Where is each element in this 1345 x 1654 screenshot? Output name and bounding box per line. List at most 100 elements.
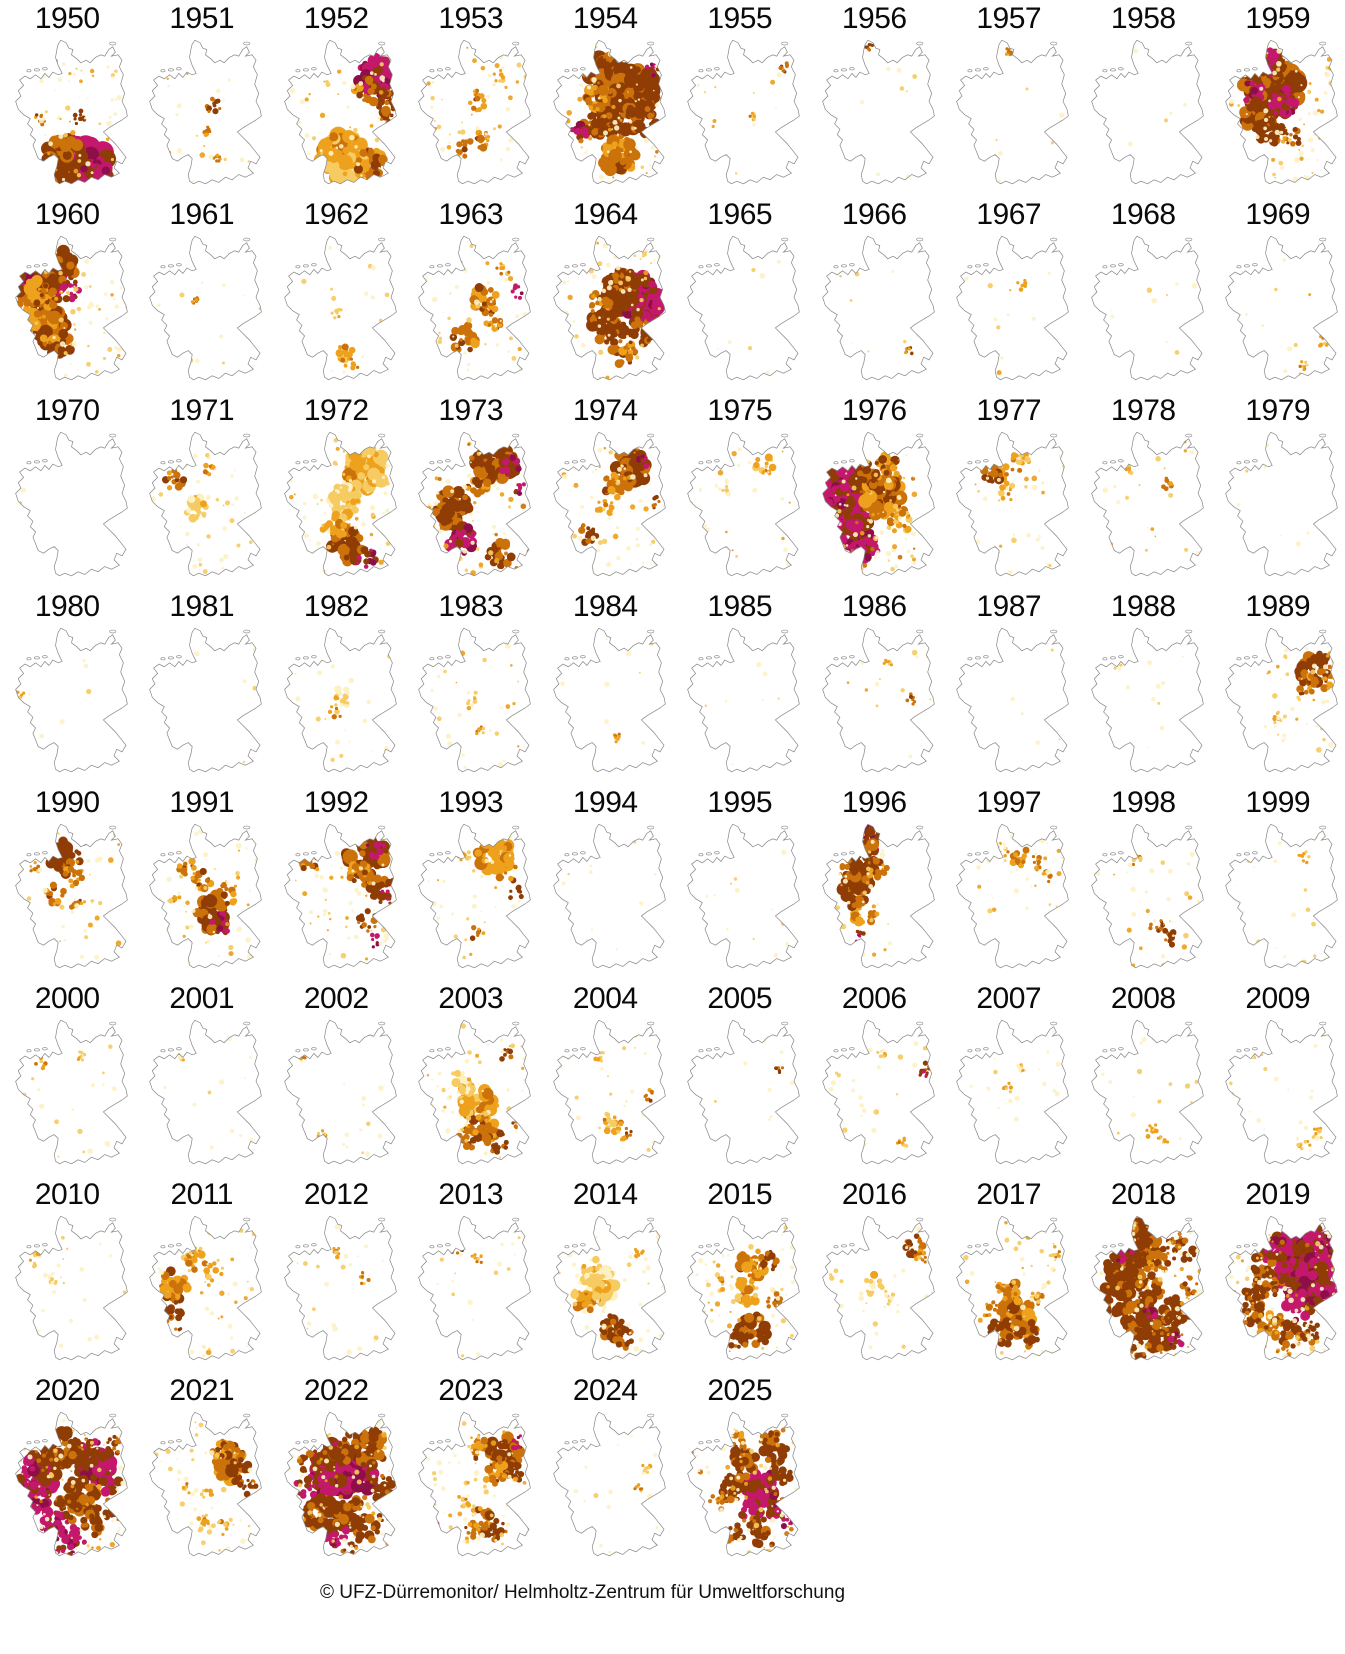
year-label: 1961 <box>169 198 235 231</box>
year-label: 1989 <box>1245 590 1311 623</box>
map-panel <box>1 1211 134 1373</box>
germany-outline <box>418 39 532 185</box>
year-label: 1966 <box>841 198 907 231</box>
map-panel <box>539 427 672 589</box>
map-panel <box>135 231 268 393</box>
germany-drought-map <box>956 39 1070 185</box>
year-map-cell: 1985 <box>673 592 808 788</box>
map-panel <box>1211 1211 1344 1373</box>
map-panel <box>1211 1015 1344 1177</box>
map-panel <box>1077 623 1210 785</box>
germany-outline <box>149 1019 263 1165</box>
map-panel <box>539 1015 672 1177</box>
year-map-cell: 1970 <box>0 396 135 592</box>
germany-drought-map <box>418 627 532 773</box>
germany-outline <box>418 1215 532 1361</box>
map-panel <box>135 35 268 197</box>
year-map-cell: 1976 <box>807 396 942 592</box>
year-map-cell: 1959 <box>1211 4 1345 200</box>
germany-outline <box>283 39 397 185</box>
germany-outline <box>1090 823 1204 969</box>
year-map-cell: 2007 <box>942 984 1077 1180</box>
year-label: 1950 <box>34 2 100 35</box>
year-label: 1962 <box>303 198 369 231</box>
year-map-cell: 1954 <box>538 4 673 200</box>
germany-outline <box>149 823 263 969</box>
year-label: 1997 <box>976 786 1042 819</box>
map-panel <box>673 819 806 981</box>
map-panel <box>673 427 806 589</box>
year-label: 2022 <box>303 1374 369 1407</box>
map-panel <box>673 623 806 785</box>
germany-outline <box>821 823 935 969</box>
map-panel <box>270 1407 403 1569</box>
germany-outline <box>283 1215 397 1361</box>
year-label: 1999 <box>1245 786 1311 819</box>
year-map-cell: 1979 <box>1211 396 1345 592</box>
germany-outline <box>552 823 666 969</box>
germany-outline <box>1225 235 1339 381</box>
year-map-cell: 1994 <box>538 788 673 984</box>
year-label: 2010 <box>34 1178 100 1211</box>
year-map-cell: 1967 <box>942 200 1077 396</box>
year-map-cell: 2012 <box>269 1180 404 1376</box>
germany-drought-map <box>552 235 666 381</box>
year-map-cell: 1998 <box>1076 788 1211 984</box>
germany-drought-map <box>14 1411 128 1557</box>
year-map-cell: 2024 <box>538 1376 673 1572</box>
map-panel <box>808 231 941 393</box>
year-map-cell: 2015 <box>673 1180 808 1376</box>
germany-drought-map <box>821 627 935 773</box>
germany-drought-map <box>687 1019 801 1165</box>
germany-outline <box>149 431 263 577</box>
germany-outline <box>552 1411 666 1557</box>
map-panel <box>1 623 134 785</box>
year-label: 1955 <box>707 2 773 35</box>
germany-drought-map <box>821 823 935 969</box>
map-panel <box>673 35 806 197</box>
year-label: 2003 <box>438 982 504 1015</box>
year-map-cell: 2016 <box>807 1180 942 1376</box>
year-label: 1991 <box>169 786 235 819</box>
map-panel <box>404 1211 537 1373</box>
year-label: 2023 <box>438 1374 504 1407</box>
map-panel <box>539 623 672 785</box>
year-map-cell: 1978 <box>1076 396 1211 592</box>
year-map-cell: 2013 <box>404 1180 539 1376</box>
germany-drought-map <box>283 1411 397 1557</box>
map-panel <box>942 427 1075 589</box>
year-label: 2021 <box>169 1374 235 1407</box>
year-map-cell: 2004 <box>538 984 673 1180</box>
germany-drought-map <box>1090 235 1204 381</box>
map-panel <box>673 231 806 393</box>
germany-drought-map <box>283 431 397 577</box>
map-panel <box>808 427 941 589</box>
germany-outline <box>687 1411 801 1557</box>
year-map-cell: 1995 <box>673 788 808 984</box>
germany-outline <box>149 627 263 773</box>
year-map-cell: 1969 <box>1211 200 1345 396</box>
germany-outline <box>552 1215 666 1361</box>
year-label: 1995 <box>707 786 773 819</box>
map-panel <box>1211 623 1344 785</box>
year-map-cell: 1950 <box>0 4 135 200</box>
year-label: 1984 <box>572 590 638 623</box>
map-panel <box>942 1211 1075 1373</box>
germany-outline <box>552 627 666 773</box>
germany-outline <box>956 823 1070 969</box>
germany-drought-map <box>956 627 1070 773</box>
year-map-cell: 1963 <box>404 200 539 396</box>
map-panel <box>404 231 537 393</box>
germany-drought-map <box>1225 235 1339 381</box>
germany-drought-map <box>1090 823 1204 969</box>
year-label: 2018 <box>1110 1178 1176 1211</box>
map-panel <box>1 1407 134 1569</box>
germany-drought-map <box>14 39 128 185</box>
year-map-cell: 2022 <box>269 1376 404 1572</box>
year-map-cell: 1952 <box>269 4 404 200</box>
germany-drought-map <box>14 1019 128 1165</box>
germany-outline <box>821 627 935 773</box>
germany-drought-map <box>1225 1019 1339 1165</box>
year-label: 2013 <box>438 1178 504 1211</box>
year-label: 1965 <box>707 198 773 231</box>
